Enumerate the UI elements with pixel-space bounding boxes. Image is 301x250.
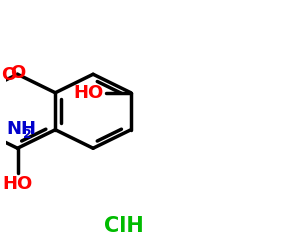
- Text: 2: 2: [23, 128, 32, 141]
- Text: HO: HO: [73, 84, 104, 102]
- Text: O: O: [1, 66, 16, 84]
- Text: HO: HO: [2, 175, 33, 193]
- Text: ClH: ClH: [104, 216, 144, 236]
- Text: O: O: [10, 64, 25, 82]
- Text: NH: NH: [7, 120, 37, 138]
